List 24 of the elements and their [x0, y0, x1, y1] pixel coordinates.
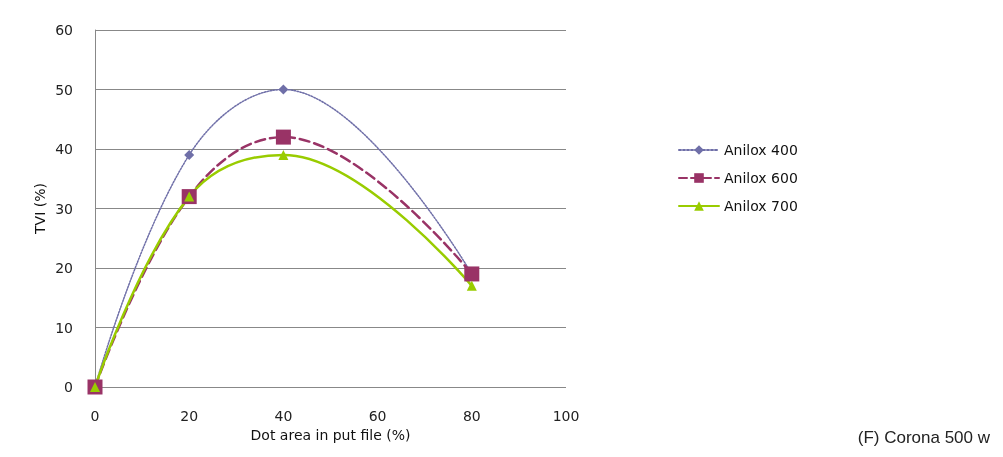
x-tick-label: 100	[552, 408, 580, 424]
legend-label: Anilox 600	[724, 170, 798, 186]
point	[466, 280, 477, 291]
y-tick-label: 50	[55, 81, 73, 98]
y-axis-title: TVI (%)	[32, 183, 48, 235]
legend-label: Anilox 700	[724, 198, 798, 214]
legend-label: Anilox 400	[724, 142, 798, 158]
y-tick-label: 30	[55, 200, 73, 217]
y-tick-label: 60	[55, 22, 73, 38]
x-axis-title: Dot area in put file (%)	[250, 426, 411, 443]
text: (F) Corona 500 w	[857, 428, 991, 447]
point	[278, 149, 289, 160]
x-tick-label: 80	[462, 408, 481, 424]
point	[278, 84, 289, 95]
x-tick-label: 0	[90, 408, 100, 424]
point	[184, 149, 195, 160]
y-tick-label: 0	[64, 379, 73, 395]
x-tick-label: 60	[368, 408, 387, 424]
y-tick-label: 20	[55, 260, 73, 276]
y-tick-label: 10	[55, 319, 73, 336]
x-tick-label: 20	[180, 408, 199, 424]
y-tick-label: 40	[55, 141, 73, 157]
point	[275, 129, 291, 145]
x-tick-label: 40	[274, 408, 293, 424]
